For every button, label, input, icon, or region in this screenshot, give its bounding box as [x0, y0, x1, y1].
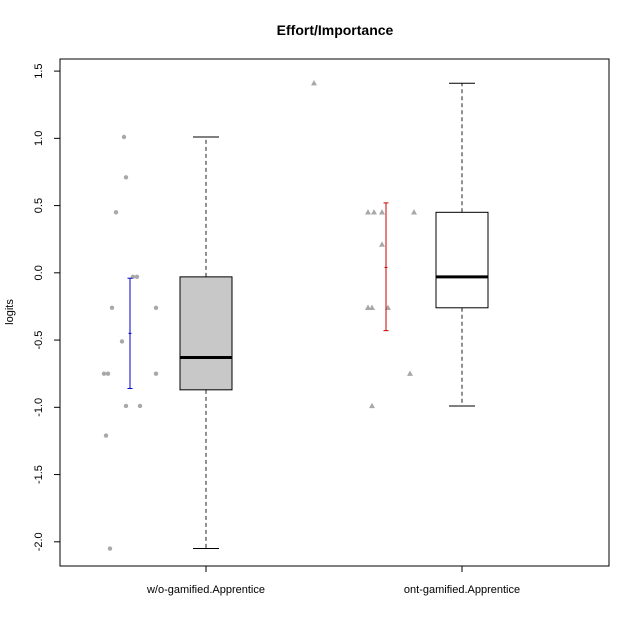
x-tick-label: w/o-gamified.Apprentice	[146, 584, 265, 596]
plot-frame	[59, 58, 610, 567]
data-point	[379, 209, 385, 215]
data-point	[134, 274, 140, 280]
data-point	[311, 80, 317, 86]
data-point	[365, 209, 371, 215]
data-point	[105, 371, 111, 376]
data-point	[365, 304, 371, 310]
data-point	[113, 210, 119, 215]
y-tick-label: -1.5	[33, 465, 45, 484]
data-point	[369, 304, 375, 310]
data-point	[407, 370, 413, 376]
y-tick-label: 1.5	[33, 63, 45, 78]
data-point	[123, 403, 129, 409]
data-point	[121, 134, 127, 140]
y-tick-label: -2.0	[33, 532, 45, 551]
box-group	[101, 134, 233, 551]
data-point	[103, 433, 109, 438]
box-iqr	[435, 211, 489, 309]
y-tick-label: 0.5	[33, 198, 45, 213]
data-point	[123, 175, 129, 180]
y-tick-label: -1.0	[33, 398, 45, 417]
data-point	[153, 305, 159, 310]
x-axis: w/o-gamified.Apprentice ont-gamified.Appr…	[146, 566, 520, 596]
data-point	[101, 371, 107, 376]
y-axis-label: logits	[4, 299, 16, 325]
x-tick-label: ont-gamified.Apprentice	[404, 584, 520, 596]
box-series	[101, 80, 489, 551]
data-point	[137, 403, 143, 409]
data-point	[153, 371, 159, 376]
data-point	[107, 546, 113, 551]
data-point	[411, 209, 417, 215]
y-tick-label: 0.0	[33, 265, 45, 280]
data-point	[371, 209, 377, 215]
box-group	[311, 80, 489, 409]
data-point	[109, 305, 115, 310]
chart-title: Effort/Importance	[277, 22, 394, 38]
y-tick-label: -0.5	[33, 331, 45, 350]
box-iqr	[179, 276, 233, 391]
y-axis: -2.0 -1.5 -1.0 -0.5 0.0 0.5 1.0 1.5	[33, 63, 60, 551]
y-tick-label: 1.0	[33, 131, 45, 146]
data-point	[379, 241, 385, 247]
data-point	[369, 402, 375, 409]
data-point	[119, 339, 125, 344]
